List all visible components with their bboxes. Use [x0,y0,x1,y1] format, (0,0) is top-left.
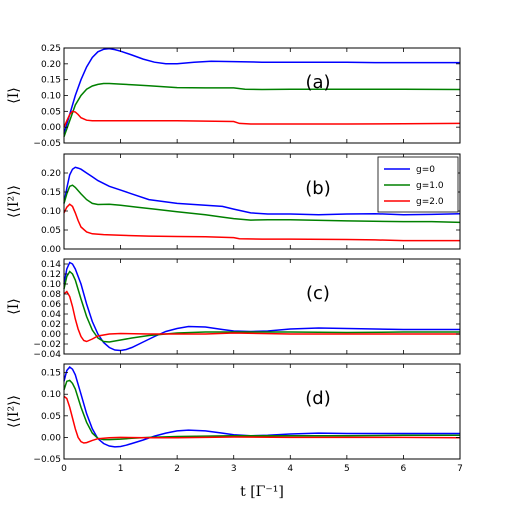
y-tick-label: 0.15 [41,188,61,198]
y-axis-label: ⟨I⟩ [6,298,22,314]
x-tick-label: 4 [287,464,293,474]
x-tick-label: 7 [457,464,463,474]
series-line-g2-0 [63,395,461,444]
panel-frame [63,363,461,460]
series-line-g2-0 [63,110,461,128]
panel-tag: (c) [306,283,330,304]
x-tick-label: 1 [118,464,124,474]
y-tick-label: 0.00 [41,433,61,443]
y-tick-label: −0.02 [33,340,61,350]
y-tick-label: 0.05 [41,412,61,422]
series-line-g1-0 [63,379,460,441]
y-tick-label: 0.20 [41,169,61,179]
y-axis-label: ⟨⟨I²⟩⟩ [6,185,22,218]
y-tick-label: 0.15 [41,369,61,379]
y-tick-label: 0.00 [41,330,61,340]
x-tick-label: 6 [401,464,407,474]
y-tick-label: 0.05 [41,107,61,117]
y-tick-label: −0.04 [33,350,61,360]
legend-entry: g=2.0 [416,197,444,207]
y-tick-label: −0.05 [33,455,61,465]
series-line-g1-0 [63,270,460,343]
panel-frame [63,153,461,250]
y-tick-label: 0.08 [41,290,61,300]
y-tick-label: 0.02 [41,320,61,330]
series-line-g2-0 [63,203,460,242]
y-tick-label: 0.20 [41,60,61,70]
x-tick-label: 5 [344,464,350,474]
y-tick-label: 0.04 [41,310,61,320]
y-axis-label: ⟨I⟩ [6,87,22,103]
series-line-g0 [63,261,460,352]
y-tick-label: 0.10 [41,92,61,102]
y-tick-label: 0.00 [41,245,61,255]
y-tick-label: 0.10 [41,207,61,217]
panel-frame [63,258,461,355]
y-tick-label: 0.00 [41,123,61,133]
y-tick-label: 0.10 [41,390,61,400]
y-tick-label: 0.14 [41,260,61,270]
y-tick-label: 0.12 [41,270,61,280]
x-tick-label: 2 [174,464,180,474]
x-tick-label: 3 [231,464,237,474]
y-tick-label: 0.15 [41,76,61,86]
panel-3: −0.04−0.020.000.020.040.060.080.100.120.… [6,258,461,360]
series-line-g0 [63,166,461,216]
panel-tag: (b) [305,178,330,199]
legend-entry: g=0 [416,165,435,175]
y-tick-label: 0.10 [41,280,61,290]
y-tick-label: 0.06 [41,300,61,310]
x-tick-label: 0 [61,464,67,474]
panel-tag: (a) [305,72,330,93]
legend-entry: g=1.0 [416,181,444,191]
plot-panels: −0.050.000.050.100.150.200.25(a)⟨I⟩0.000… [6,44,463,474]
series-line-g1-0 [63,82,461,137]
panel-tag: (d) [305,388,330,409]
panel-1: −0.05 0.00 0.05 0.10 0.15 0.20 0.25 (a) ⟨I⟩ [6,44,461,149]
y-tick-label: 0.25 [41,44,61,54]
x-axis-label: t [Γ⁻¹] [240,484,284,500]
series-line-g1-0 [63,184,461,224]
y-tick-label: −0.05 [33,139,61,149]
series-line-g0 [63,47,460,134]
legend: g=0 g=1.0 g=2.0 [377,156,459,213]
y-axis-label: ⟨⟨I²⟩⟩ [6,395,22,428]
panel-2: 0.00 0.05 0.10 0.15 0.20 (b) ⟨⟨I²⟩⟩ [6,153,461,255]
series-line-g2-0 [63,290,460,343]
y-tick-label: 0.05 [41,226,61,236]
panel-4: −0.05 0.00 0.05 0.10 0.15 0 1 2 3 4 5 6 7 (d) ⟨⟨I²⟩⟩ [6,363,463,474]
